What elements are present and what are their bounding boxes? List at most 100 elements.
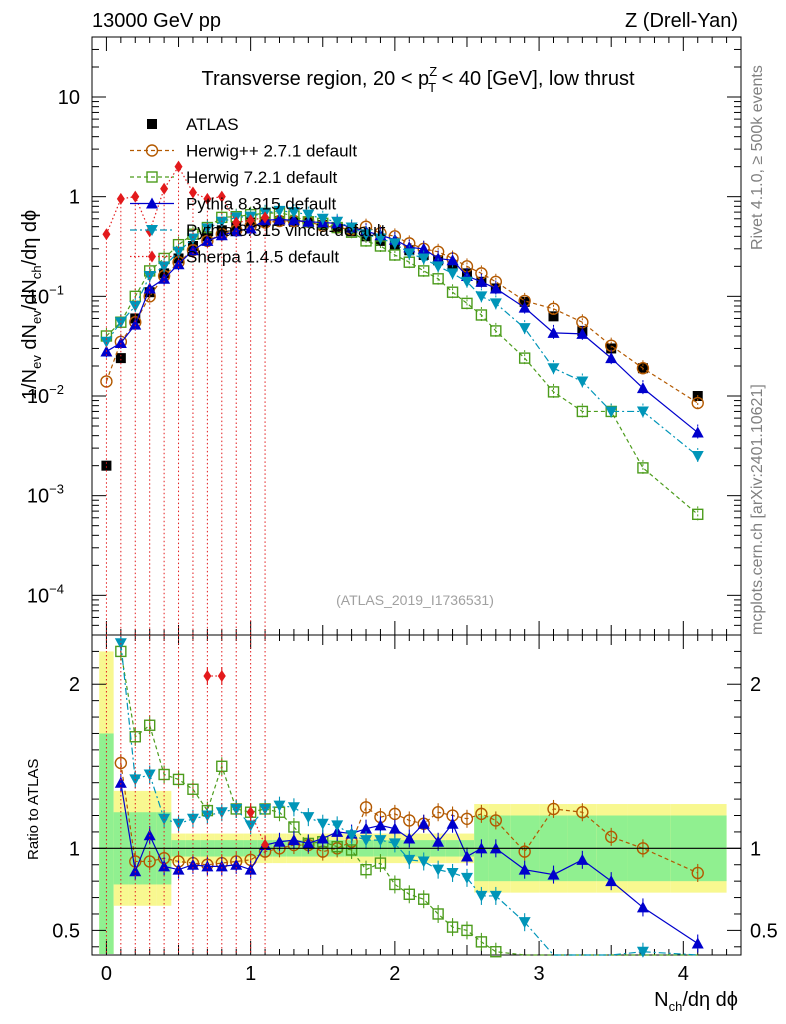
data-point <box>186 233 199 245</box>
data-point <box>446 254 459 266</box>
main-data-series <box>100 160 704 635</box>
legend-label: Pythia 8.315 default <box>186 195 337 214</box>
ratio-y-axis-label: Ratio to ATLAS <box>25 759 42 860</box>
data-point <box>475 309 488 321</box>
ratio-point <box>287 802 300 814</box>
ratio-point <box>114 776 127 788</box>
x-tick-label: 4 <box>678 963 689 985</box>
data-point <box>548 311 559 322</box>
ratio-point <box>518 917 531 929</box>
data-point <box>547 302 560 315</box>
data-point <box>489 298 502 310</box>
ratio-point <box>518 845 531 858</box>
ratio-point <box>403 814 416 827</box>
data-point <box>475 275 488 287</box>
data-point <box>446 286 459 298</box>
ratio-point <box>576 806 589 819</box>
data-point <box>188 186 197 199</box>
data-point <box>432 261 445 273</box>
ratio-point <box>172 863 185 875</box>
ratio-point <box>403 854 416 866</box>
ratio-point <box>432 908 444 920</box>
data-point <box>475 291 488 303</box>
data-point <box>605 406 618 418</box>
legend-label: Herwig 7.2.1 default <box>186 168 337 187</box>
ratio-point <box>374 819 387 831</box>
legend-marker <box>145 144 159 157</box>
ratio-plot-frame <box>91 634 742 956</box>
data-point <box>102 228 111 241</box>
ratio-point <box>374 857 387 869</box>
y-axis-label: 1/Nev dNev/dNch/dη dϕ <box>19 210 44 400</box>
data-point <box>605 352 618 364</box>
legend-entry-herwig-7-2-1-default: Herwig 7.2.1 default <box>130 168 337 187</box>
series-line <box>106 218 699 434</box>
legend-label: Herwig++ 2.7.1 default <box>186 142 357 161</box>
main-y-axis: 10 1 10−1 10−2 10−3 10−4 <box>27 36 741 636</box>
data-point <box>518 323 531 335</box>
ratio-point <box>403 888 415 900</box>
x-axis-label: Nch/dη dϕ <box>654 989 738 1014</box>
data-point <box>273 213 286 225</box>
ratio-point <box>389 878 401 891</box>
series-line <box>105 210 699 457</box>
analysis-label: (ATLAS_2019_I1736531) <box>336 592 494 608</box>
ratio-y-axis: 0.5 0.5 1 1 2 2 <box>52 650 778 948</box>
data-point <box>129 318 142 330</box>
legend-marker <box>146 171 158 183</box>
ratio-point <box>460 812 474 825</box>
data-point <box>518 301 531 313</box>
data-point <box>691 396 704 410</box>
ratio-point <box>475 936 488 948</box>
ratio-point <box>388 838 401 850</box>
series-line <box>106 212 699 515</box>
header-process: Z (Drell-Yan) <box>625 10 738 32</box>
x-tick-label: 1 <box>245 963 256 985</box>
data-point <box>547 386 560 398</box>
data-point <box>160 182 169 195</box>
data-point <box>691 426 704 438</box>
ratio-point <box>143 769 156 781</box>
y-tick-label: 10−2 <box>27 382 64 408</box>
data-point <box>331 216 344 228</box>
data-point <box>203 192 212 205</box>
ratio-point <box>489 890 502 902</box>
data-point <box>461 297 473 310</box>
ratio-point <box>201 860 214 872</box>
data-point <box>417 242 430 254</box>
data-point <box>316 213 329 225</box>
data-point <box>158 261 171 273</box>
ratio-point <box>490 946 502 958</box>
data-point <box>129 300 142 312</box>
data-point <box>446 268 459 280</box>
data-point <box>172 246 185 258</box>
y-tick-label: 10−3 <box>27 482 64 508</box>
mcplots-label: mcplots.cern.ch [arXiv:2401.10621] <box>749 384 766 635</box>
data-point <box>246 214 255 227</box>
x-tick-label: 2 <box>389 963 400 985</box>
ratio-point <box>158 860 171 872</box>
data-point <box>244 222 257 234</box>
header-energy: 13000 GeV pp <box>92 10 221 32</box>
ratio-point <box>460 850 473 862</box>
data-point <box>158 272 171 284</box>
ratio-point <box>215 807 228 819</box>
ratio-point <box>129 865 142 877</box>
chart-title: Transverse region, 20 < pZ T < 40 [GeV], … <box>201 64 634 95</box>
data-point <box>636 382 649 394</box>
ratio-point <box>273 835 286 847</box>
ratio-point <box>287 834 300 846</box>
data-point <box>232 216 241 229</box>
ratio-point <box>331 840 343 853</box>
series-pythia-8-315-default <box>100 211 704 441</box>
ratio-uncertainty-bands <box>99 651 727 954</box>
ratio-point <box>432 864 445 876</box>
data-point <box>636 406 649 418</box>
data-point <box>101 460 112 471</box>
data-point <box>403 248 416 260</box>
legend-entry-pythia-8-315-default: Pythia 8.315 default <box>130 195 337 214</box>
ratio-tick-label-right: 1 <box>750 838 761 860</box>
ratio-point <box>302 837 315 849</box>
ratio-point <box>316 818 329 830</box>
data-point <box>489 282 502 294</box>
